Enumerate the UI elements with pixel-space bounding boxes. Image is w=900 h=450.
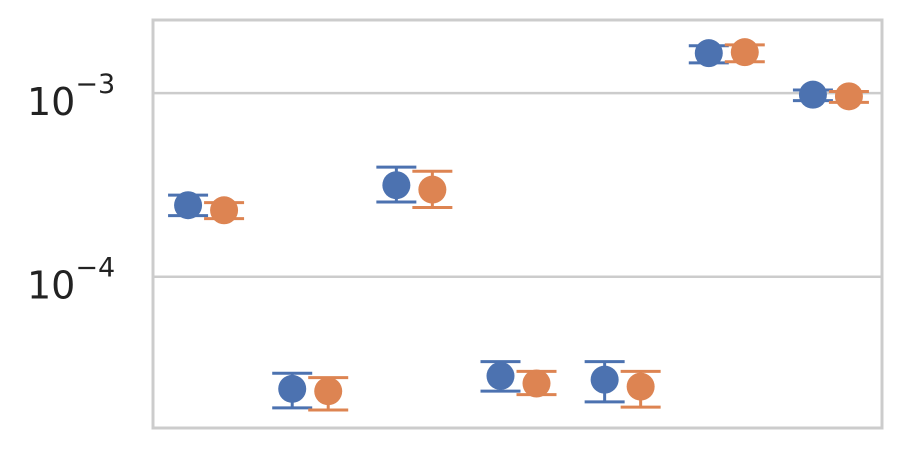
data-point-group: [204, 196, 245, 225]
plot-border: [151, 18, 884, 430]
y-tick-label: 10−4: [27, 253, 115, 308]
data-point-group: [724, 38, 765, 67]
y-tick-exponent: −4: [75, 253, 115, 284]
data-point: [626, 372, 655, 401]
data-point: [522, 369, 551, 398]
data-point: [694, 39, 723, 68]
data-point-group: [168, 191, 209, 220]
data-point-group: [792, 80, 833, 109]
y-axis-ticks: 10−410−3: [27, 69, 115, 308]
grid-lines: [153, 91, 882, 278]
data-point-group: [376, 165, 417, 204]
y-tick-base: 10: [27, 264, 75, 308]
data-point: [418, 175, 447, 204]
data-point-group: [620, 369, 661, 409]
data-point: [314, 377, 343, 406]
data-point: [382, 171, 411, 200]
data-point-group: [828, 82, 869, 111]
data-point-group: [688, 39, 729, 68]
data-point: [210, 196, 239, 225]
data-point: [486, 361, 515, 390]
y-tick-base: 10: [27, 80, 75, 124]
data-point-group: [308, 376, 349, 412]
data-point: [798, 80, 827, 109]
data-point-group: [480, 360, 521, 393]
data-point: [174, 191, 203, 220]
data-point: [590, 365, 619, 394]
data-point-group: [516, 369, 557, 398]
data-point-group: [412, 169, 453, 210]
y-tick-exponent: −3: [75, 69, 115, 100]
y-tick-label: 10−3: [27, 69, 115, 124]
plot-frame: [151, 18, 884, 430]
data-point-group: [584, 360, 625, 404]
data-point-group: [272, 371, 313, 410]
data-point: [278, 374, 307, 403]
data-point: [730, 38, 759, 67]
data-point: [834, 82, 863, 111]
data-marks: [168, 38, 869, 412]
